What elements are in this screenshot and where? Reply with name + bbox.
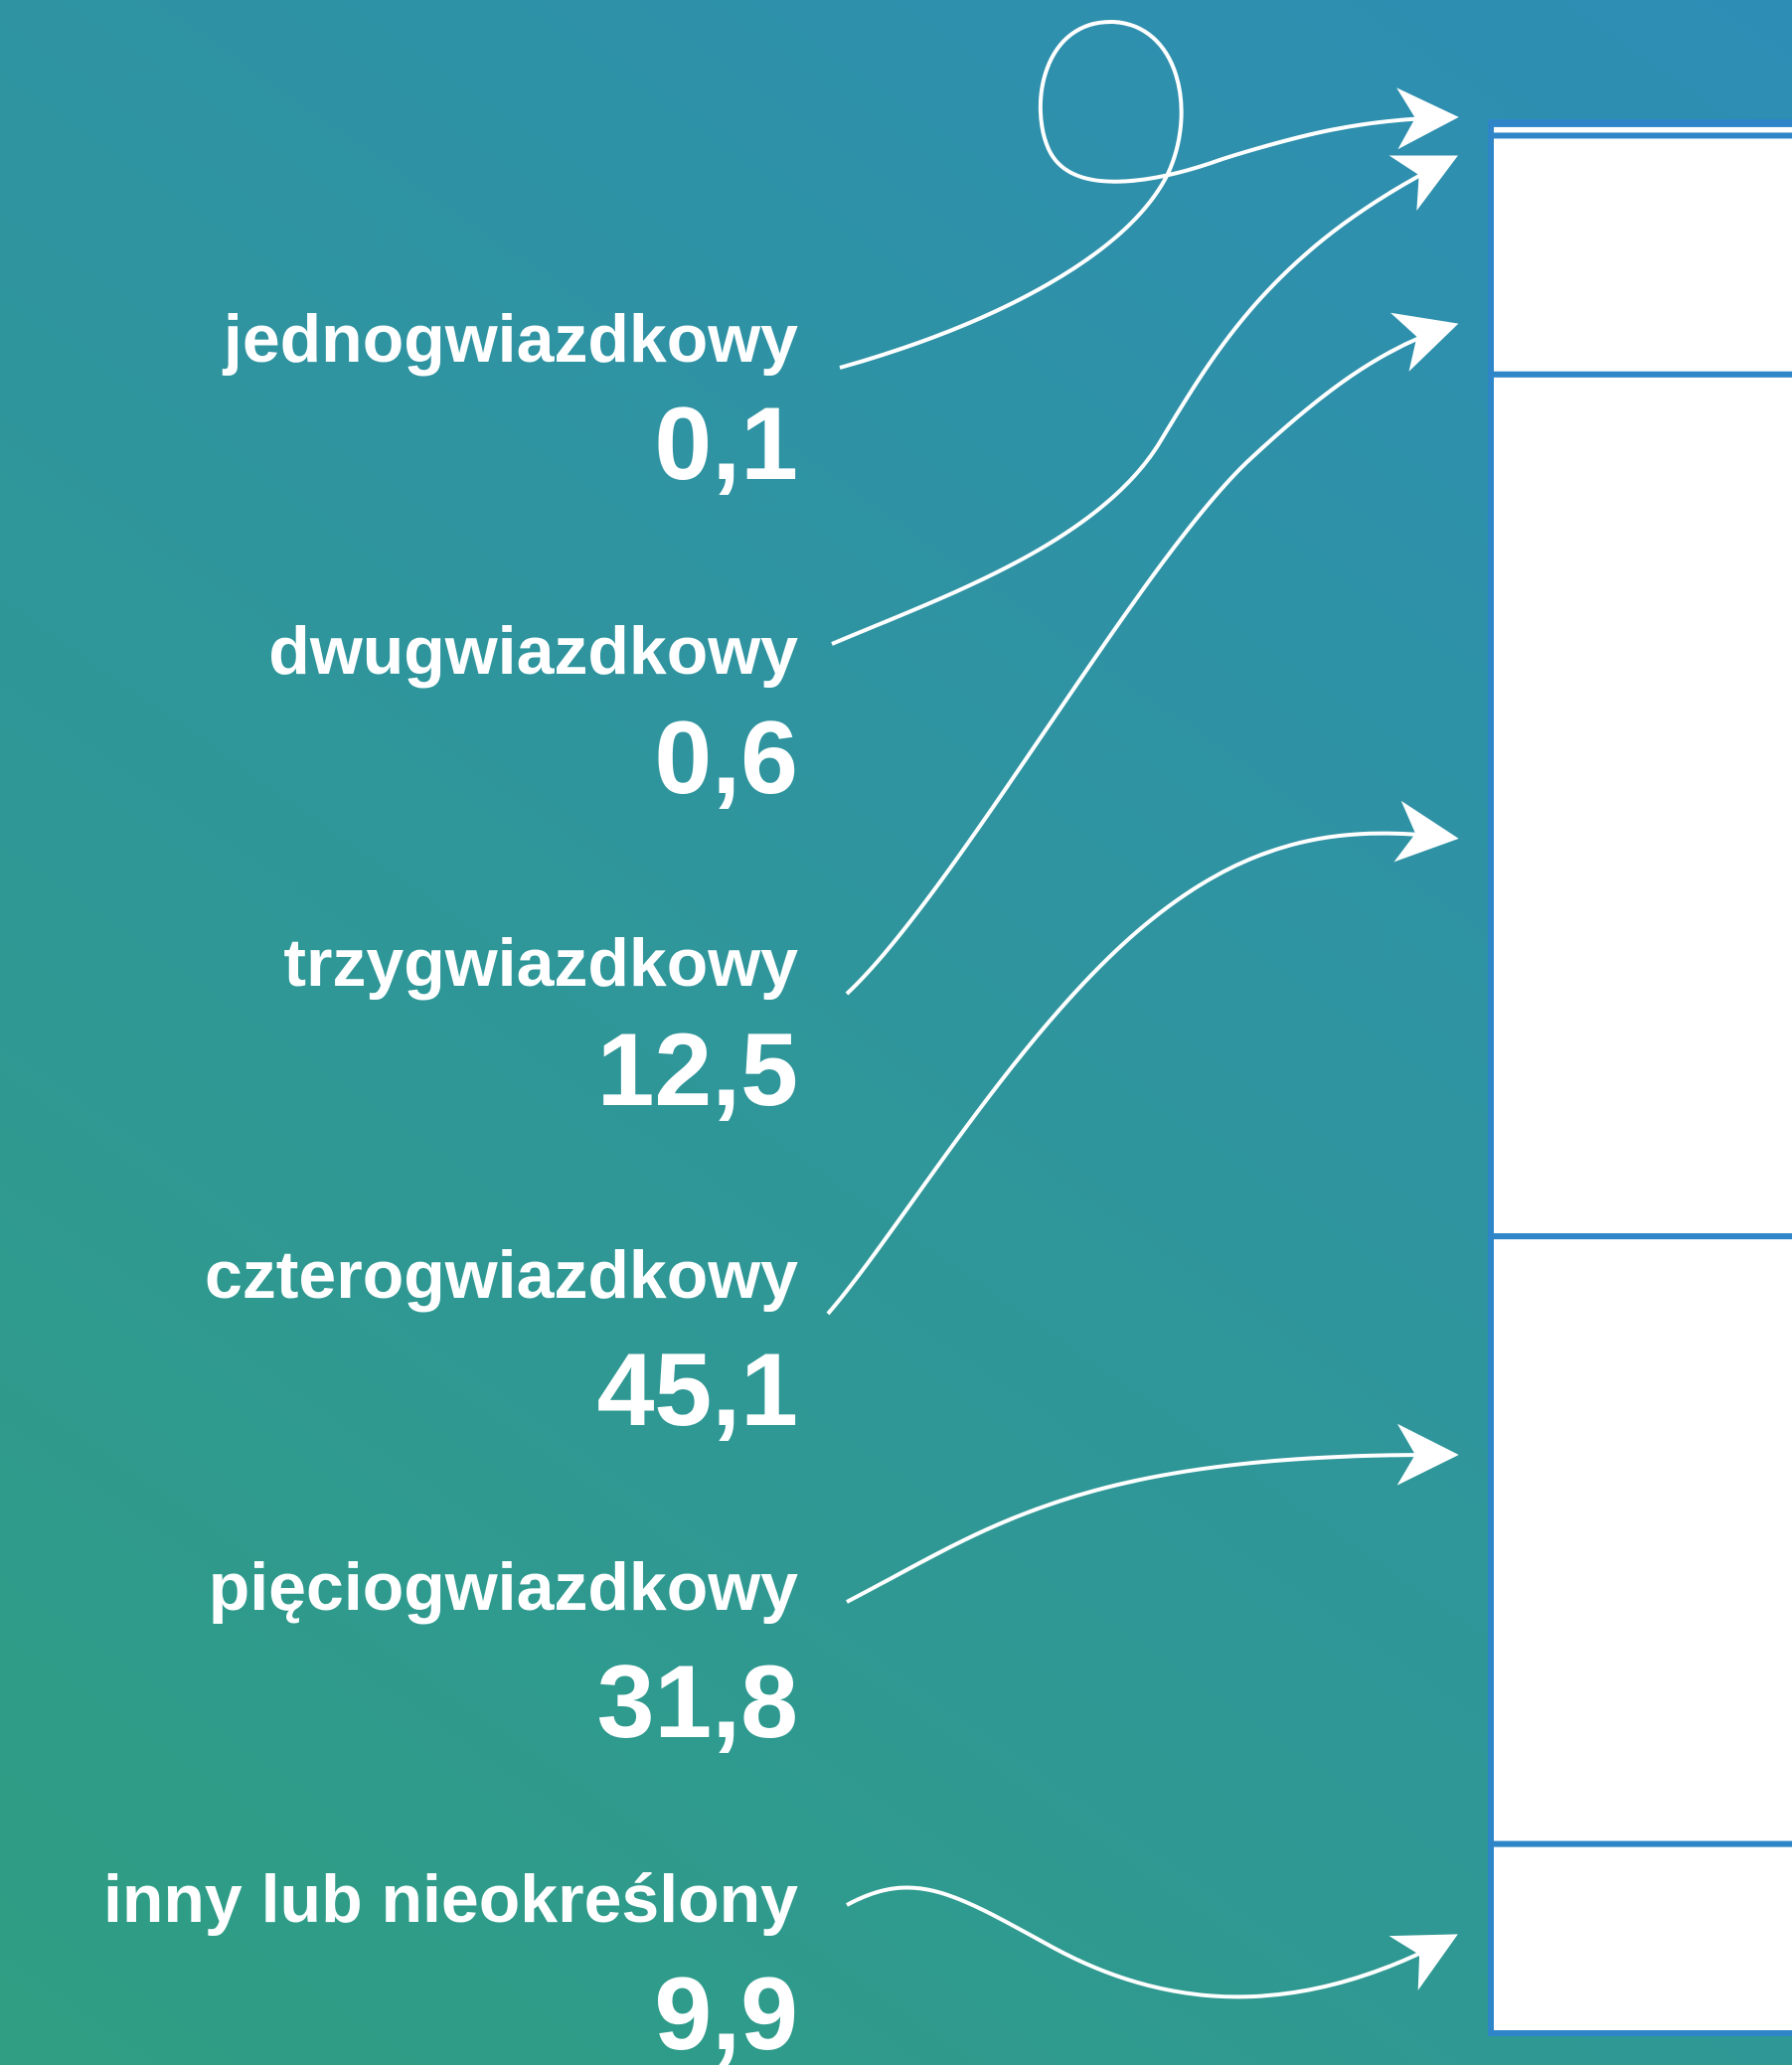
bar-segment-3 xyxy=(1488,132,1792,378)
connector-arrow-5 xyxy=(846,1423,1459,1604)
connector-arrow-1 xyxy=(839,19,1459,370)
connector-arrow-6 xyxy=(846,1885,1458,1999)
category-label-2: dwugwiazdkowy xyxy=(268,613,798,689)
bar-segment-6 xyxy=(1488,1840,1792,2037)
value-label-5: 31,8 xyxy=(597,1645,798,1760)
value-label-4: 45,1 xyxy=(597,1333,798,1448)
connector-arrow-4 xyxy=(826,800,1459,1316)
value-label-2: 0,6 xyxy=(654,701,798,816)
category-label-3: trzygwiazdkowy xyxy=(283,925,798,1001)
category-label-6: inny lub nieokreślony xyxy=(103,1861,798,1937)
stacked-bar xyxy=(1488,119,1792,2037)
category-label-4: czterogwiazdkowy xyxy=(205,1237,798,1313)
connector-arrows xyxy=(826,19,1459,1999)
connector-arrow-2 xyxy=(831,155,1458,646)
value-label-3: 12,5 xyxy=(597,1013,798,1128)
value-label-6: 9,9 xyxy=(654,1957,798,2065)
category-label-5: pięciogwiazdkowy xyxy=(209,1549,798,1625)
bar-segment-5 xyxy=(1488,1233,1792,1847)
category-label-1: jednogwiazdkowy xyxy=(222,301,798,377)
value-label-1: 0,1 xyxy=(654,387,798,502)
category-labels: jednogwiazdkowy 0,1 dwugwiazdkowy 0,6 tr… xyxy=(103,301,798,2065)
connector-arrow-3 xyxy=(845,312,1459,996)
bar-segment-4 xyxy=(1488,371,1792,1240)
